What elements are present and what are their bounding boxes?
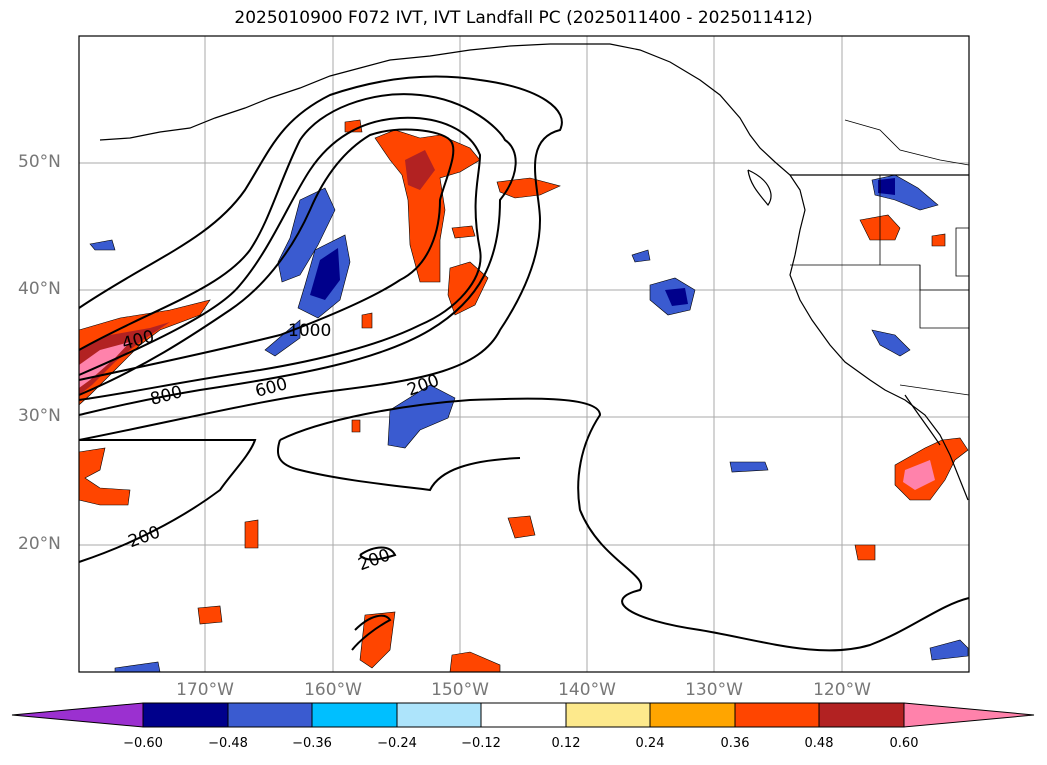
colorbar-tick: −0.48	[208, 736, 248, 751]
colorbar-tick: −0.12	[461, 736, 501, 751]
coastlines	[99, 43, 970, 501]
colorbar-bin	[734, 702, 820, 728]
colorbar-bin	[227, 702, 313, 728]
map-area	[78, 35, 970, 673]
lon-label-170w: 170°W	[176, 680, 234, 700]
map-title: 2025010900 F072 IVT, IVT Landfall PC (20…	[234, 8, 813, 28]
lon-label-120w: 120°W	[813, 680, 871, 700]
lon-label-130w: 130°W	[685, 680, 743, 700]
lon-label-140w: 140°W	[558, 680, 616, 700]
colorbar-tick: −0.24	[377, 736, 417, 751]
colorbar-tick: 0.36	[720, 736, 750, 751]
colorbar-over	[903, 702, 1035, 728]
lat-label-30n: 30°N	[18, 406, 61, 426]
lat-label-20n: 20°N	[18, 534, 61, 554]
lon-label-160w: 160°W	[304, 680, 362, 700]
lat-label-40n: 40°N	[18, 279, 61, 299]
colorbar-bin	[649, 702, 736, 728]
colorbar-bin	[480, 702, 567, 728]
lon-label-150w: 150°W	[431, 680, 489, 700]
gridlines	[79, 36, 969, 672]
colorbar-under	[11, 702, 144, 728]
contour-label-1000: 1000	[288, 321, 331, 341]
colorbar-bin	[396, 702, 482, 728]
colorbar-bin	[818, 702, 905, 728]
colorbar-bin	[142, 702, 229, 728]
ivt-contours	[78, 75, 970, 652]
colorbar-tick: 0.48	[804, 736, 834, 751]
colorbar-tick: 0.60	[889, 736, 919, 751]
colorbar-tick: 0.24	[635, 736, 665, 751]
colorbar-tick: 0.12	[551, 736, 581, 751]
colorbar-tick: −0.36	[292, 736, 332, 751]
lat-label-50n: 50°N	[18, 152, 61, 172]
colorbar-bin	[565, 702, 651, 728]
colorbar-tick: −0.60	[123, 736, 163, 751]
colorbar-bin	[311, 702, 398, 728]
colorbar	[11, 702, 1035, 728]
